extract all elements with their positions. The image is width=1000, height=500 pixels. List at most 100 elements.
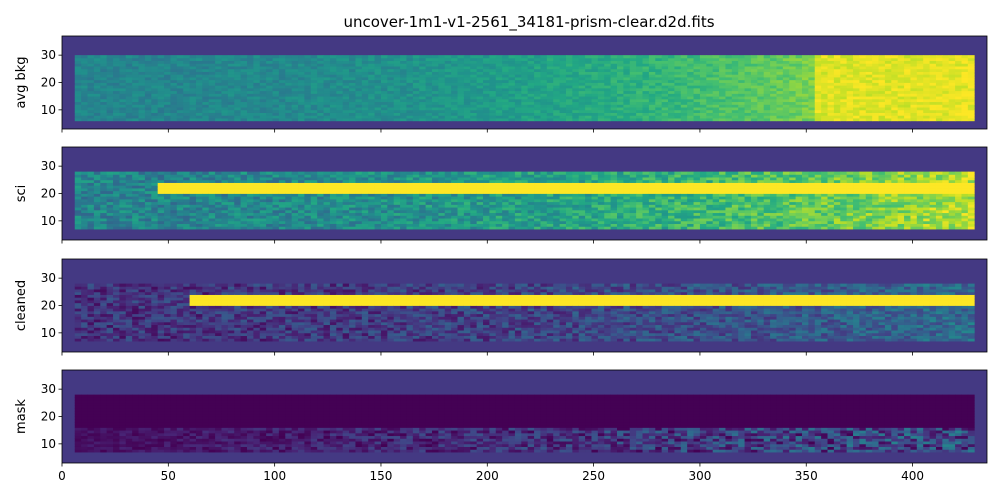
heatmap-cell bbox=[444, 118, 452, 122]
heatmap-cell bbox=[419, 57, 427, 62]
heatmap-cell bbox=[195, 87, 203, 92]
heatmap-cell bbox=[508, 177, 516, 181]
heatmap-cell bbox=[93, 87, 101, 92]
heatmap-cell bbox=[215, 60, 222, 64]
heatmap-cell bbox=[725, 93, 733, 97]
heatmap-cell bbox=[170, 107, 178, 111]
heatmap-cell bbox=[106, 177, 114, 181]
heatmap-cell bbox=[597, 109, 605, 113]
heatmap-cell bbox=[221, 104, 229, 108]
heatmap-cell bbox=[872, 79, 879, 83]
heatmap-cell bbox=[400, 171, 407, 175]
heatmap-cell bbox=[387, 226, 395, 230]
heatmap-cell bbox=[935, 104, 943, 108]
heatmap-cell bbox=[125, 63, 133, 67]
heatmap-cell bbox=[227, 66, 235, 70]
heatmap-cell bbox=[393, 198, 401, 203]
heatmap-cell bbox=[317, 60, 324, 64]
heatmap-cell bbox=[227, 171, 235, 175]
heatmap-cell bbox=[119, 104, 127, 108]
heatmap-cell bbox=[393, 115, 401, 119]
heatmap-cell bbox=[661, 77, 669, 81]
heatmap-cell bbox=[757, 55, 765, 59]
heatmap-cell bbox=[195, 218, 203, 222]
heatmap-cell bbox=[419, 77, 427, 81]
heatmap-cell bbox=[93, 90, 101, 94]
heatmap-cell bbox=[144, 96, 152, 100]
heatmap-cell bbox=[910, 77, 918, 81]
heatmap-cell bbox=[597, 60, 605, 64]
heatmap-cell bbox=[534, 174, 541, 178]
heatmap-cell bbox=[840, 90, 848, 94]
heatmap-cell bbox=[412, 201, 420, 205]
heatmap-cell bbox=[304, 101, 312, 105]
heatmap-cell bbox=[266, 68, 273, 72]
heatmap-cell bbox=[317, 179, 324, 183]
heatmap-cell bbox=[438, 182, 446, 186]
heatmap-cell bbox=[374, 68, 382, 72]
heatmap-cell bbox=[342, 98, 350, 103]
heatmap-cell bbox=[272, 87, 280, 92]
heatmap-cell bbox=[215, 66, 222, 70]
heatmap-cell bbox=[406, 226, 414, 230]
heatmap-cell bbox=[81, 212, 88, 216]
heatmap-cell bbox=[195, 215, 203, 219]
heatmap-cell bbox=[113, 112, 120, 116]
heatmap-cell bbox=[776, 60, 784, 64]
heatmap-cell bbox=[425, 55, 433, 59]
heatmap-cell bbox=[680, 101, 688, 105]
heatmap-cell bbox=[317, 182, 324, 186]
heatmap-cell bbox=[164, 201, 171, 205]
heatmap-cell bbox=[151, 66, 159, 70]
heatmap-cell bbox=[119, 193, 127, 197]
heatmap-cell bbox=[400, 109, 407, 113]
heatmap-cell bbox=[304, 215, 312, 219]
heatmap-cell bbox=[451, 212, 458, 216]
heatmap-cell bbox=[100, 196, 108, 200]
heatmap-cell bbox=[789, 68, 797, 72]
heatmap-cell bbox=[374, 198, 382, 203]
heatmap-cell bbox=[891, 55, 899, 59]
heatmap-cell bbox=[266, 207, 273, 211]
heatmap-cell bbox=[438, 171, 446, 175]
heatmap-cell bbox=[132, 57, 139, 62]
heatmap-cell bbox=[170, 223, 178, 227]
heatmap-cell bbox=[444, 223, 452, 227]
heatmap-cell bbox=[278, 196, 286, 200]
heatmap-cell bbox=[610, 118, 618, 122]
heatmap-cell bbox=[955, 85, 962, 89]
heatmap-cell bbox=[629, 55, 637, 59]
heatmap-cell bbox=[872, 96, 879, 100]
heatmap-cell bbox=[125, 101, 133, 105]
heatmap-cell bbox=[604, 101, 612, 105]
heatmap-cell bbox=[891, 60, 899, 64]
heatmap-cell bbox=[559, 104, 567, 108]
heatmap-cell bbox=[451, 177, 458, 181]
heatmap-cell bbox=[451, 204, 458, 208]
heatmap-cell bbox=[432, 185, 439, 189]
heatmap-cell bbox=[814, 57, 822, 62]
heatmap-cell bbox=[770, 63, 777, 67]
heatmap-cell bbox=[750, 68, 758, 72]
heatmap-cell bbox=[597, 93, 605, 97]
heatmap-cell bbox=[81, 177, 88, 181]
heatmap-cell bbox=[636, 71, 643, 75]
heatmap-cell bbox=[138, 63, 146, 67]
heatmap-cell bbox=[119, 107, 127, 111]
heatmap-cell bbox=[342, 174, 350, 178]
heatmap-cell bbox=[234, 226, 242, 230]
heatmap-cell bbox=[476, 98, 484, 103]
heatmap-cell bbox=[329, 204, 337, 208]
heatmap-cell bbox=[795, 55, 803, 59]
heatmap-cell bbox=[897, 90, 905, 94]
heatmap-cell bbox=[221, 107, 229, 111]
heatmap-cell bbox=[317, 74, 324, 78]
heatmap-cell bbox=[138, 57, 146, 62]
heatmap-cell bbox=[419, 207, 427, 211]
heatmap-cell bbox=[253, 226, 261, 230]
heatmap-cell bbox=[355, 77, 363, 81]
heatmap-cell bbox=[757, 74, 765, 78]
heatmap-cell bbox=[463, 182, 471, 186]
heatmap-cell bbox=[170, 71, 178, 75]
heatmap-cell bbox=[400, 209, 407, 214]
